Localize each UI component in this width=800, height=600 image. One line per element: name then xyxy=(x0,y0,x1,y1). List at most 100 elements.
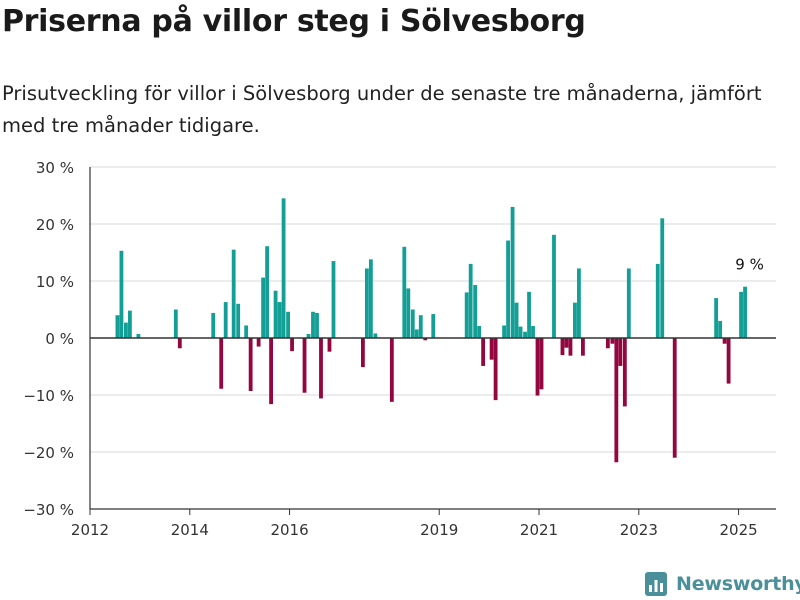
bar xyxy=(248,338,253,392)
y-tick-label: 0 % xyxy=(45,330,74,348)
value-annotation: 9 % xyxy=(735,256,764,274)
bar xyxy=(269,338,274,405)
bar xyxy=(726,338,731,384)
bar xyxy=(219,338,224,389)
bar xyxy=(360,338,365,368)
bar xyxy=(244,325,249,338)
chart-subtitle: Prisutveckling för villor i Sölvesborg u… xyxy=(2,82,762,137)
bar xyxy=(531,326,535,338)
bar xyxy=(510,206,515,338)
bar xyxy=(373,333,378,338)
bar xyxy=(273,290,278,338)
chart-title: Priserna på villor steg i Sölvesborg xyxy=(2,4,586,39)
bar xyxy=(523,331,527,338)
bar xyxy=(231,249,236,338)
bar xyxy=(315,312,319,338)
bar xyxy=(311,311,315,338)
bar xyxy=(493,338,498,401)
bar xyxy=(277,302,282,338)
bar xyxy=(481,338,486,366)
bar xyxy=(489,338,494,360)
bar-chart: −30 %−20 %−10 %0 %10 %20 %30 % 2012 2014 2… xyxy=(23,159,776,539)
x-tick-label: 2021 xyxy=(520,521,558,539)
y-axis-tick-labels: −30 % −20 % −10 % 0 % 10 % 20 % 30 % xyxy=(23,159,74,519)
y-tick-label: −20 % xyxy=(23,444,74,462)
bar xyxy=(622,338,627,407)
y-tick-label: 10 % xyxy=(36,273,74,291)
annotations: 9 % xyxy=(735,256,764,274)
bar xyxy=(514,302,519,338)
bar xyxy=(402,246,407,338)
bar xyxy=(331,261,336,338)
bar xyxy=(614,338,619,463)
x-tick-label: 2012 xyxy=(71,521,109,539)
bar xyxy=(573,302,577,338)
bar xyxy=(502,325,506,338)
bar xyxy=(468,263,473,338)
bar xyxy=(281,198,286,338)
bar xyxy=(568,338,573,356)
bar xyxy=(389,338,394,402)
bar xyxy=(431,314,436,338)
bars xyxy=(115,198,747,463)
y-tick-label: 20 % xyxy=(36,216,74,234)
bar xyxy=(722,338,727,344)
x-tick-label: 2016 xyxy=(270,521,308,539)
bar xyxy=(464,292,469,338)
x-tick-label: 2025 xyxy=(719,521,757,539)
bar xyxy=(173,309,178,338)
bar xyxy=(539,338,544,390)
y-tick-label: 30 % xyxy=(36,159,74,177)
bar-chart-logo-icon xyxy=(645,572,667,596)
bar xyxy=(718,320,723,338)
bar xyxy=(605,338,610,349)
x-tick-label: 2014 xyxy=(171,521,209,539)
bar xyxy=(660,218,665,338)
brand-name: Newsworthy xyxy=(676,573,800,595)
bar xyxy=(418,315,423,338)
bar xyxy=(610,338,615,344)
bar xyxy=(364,268,369,338)
bar xyxy=(256,338,261,347)
bar xyxy=(518,326,523,338)
bar xyxy=(124,322,128,338)
bar xyxy=(581,338,585,356)
bar xyxy=(115,315,120,338)
bar xyxy=(473,284,478,338)
bar xyxy=(236,303,241,338)
bar xyxy=(286,311,290,338)
bar xyxy=(527,291,531,338)
bar xyxy=(119,250,124,338)
bar xyxy=(739,291,743,338)
bar xyxy=(319,338,323,399)
bar xyxy=(223,302,228,338)
bar xyxy=(618,338,623,366)
bar xyxy=(655,263,660,338)
bar xyxy=(560,338,565,356)
x-tick-label: 2023 xyxy=(620,521,658,539)
bar xyxy=(626,268,631,338)
bar xyxy=(564,338,569,348)
bar xyxy=(552,234,556,338)
bar xyxy=(414,329,419,338)
bar xyxy=(306,334,311,338)
bar xyxy=(290,338,294,352)
bar xyxy=(327,338,332,352)
bar xyxy=(406,288,411,338)
bar xyxy=(477,326,482,338)
bar xyxy=(423,338,428,341)
bar xyxy=(302,338,307,393)
bar xyxy=(261,277,266,338)
bar xyxy=(577,268,581,338)
brand-logo: Newsworthy xyxy=(645,570,800,598)
bar xyxy=(714,298,719,338)
bar xyxy=(211,312,216,338)
axes xyxy=(89,167,776,515)
bar xyxy=(410,309,415,338)
x-tick-label: 2019 xyxy=(420,521,458,539)
bar xyxy=(506,240,510,338)
bar xyxy=(136,334,141,338)
bar xyxy=(265,246,270,338)
bar xyxy=(177,338,182,349)
bar xyxy=(128,310,132,338)
